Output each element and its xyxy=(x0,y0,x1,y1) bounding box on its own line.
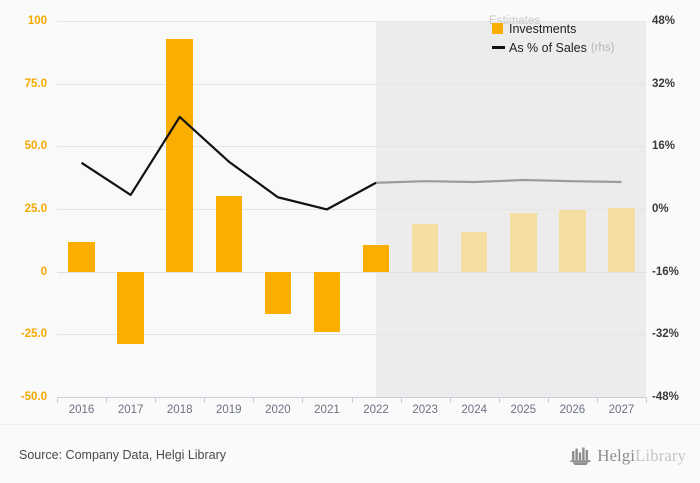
bar-2016[interactable] xyxy=(68,241,95,272)
x-axis-tick xyxy=(106,397,108,403)
x-axis-tick-label: 2022 xyxy=(363,404,389,416)
legend-line-icon xyxy=(492,46,505,49)
source-note: Source: Company Data, Helgi Library xyxy=(19,448,227,462)
bar-2019[interactable] xyxy=(215,196,243,272)
bar-2023[interactable] xyxy=(411,224,439,272)
brand-text-library: Library xyxy=(635,446,686,465)
bar-2017[interactable] xyxy=(117,271,144,345)
gridline xyxy=(57,21,646,22)
x-axis-tick xyxy=(302,397,304,403)
y-axis-right-tick-label: -48% xyxy=(652,391,679,403)
y-axis-right-tick-label: 48% xyxy=(652,15,676,27)
x-axis-tick xyxy=(57,397,58,403)
y-axis-left-tick-label: 100 xyxy=(27,15,47,27)
chart-legend: Investments As % of Sales (rhs) xyxy=(492,20,614,58)
y-axis-left-tick-label: -50.0 xyxy=(20,391,47,403)
line-segment-actual[interactable] xyxy=(80,115,377,211)
legend-sublabel-rhs: (rhs) xyxy=(590,41,615,54)
bar-2021[interactable] xyxy=(313,271,341,332)
bar-2027[interactable] xyxy=(608,207,635,272)
y-axis-left-tick-label: 75.0 xyxy=(24,77,47,90)
y-axis-right-tick-label: 16% xyxy=(652,140,676,153)
helgi-library-mark-icon xyxy=(570,447,591,465)
x-axis-tick xyxy=(449,397,451,403)
x-axis-tick xyxy=(646,397,647,403)
x-axis-tick-label: 2023 xyxy=(412,404,438,416)
line-segment-estimate[interactable] xyxy=(376,178,622,184)
gridline xyxy=(57,271,646,273)
x-axis-tick-label: 2025 xyxy=(510,404,537,416)
legend-label-as-pct-of-sales: As % of Sales xyxy=(509,40,587,55)
y-axis-right-tick-label: 32% xyxy=(652,77,676,90)
x-axis-tick xyxy=(351,397,353,403)
y-axis-left-tick-label: 25.0 xyxy=(24,203,47,215)
x-axis-tick xyxy=(204,397,206,403)
gridline xyxy=(57,83,646,85)
x-axis-tick xyxy=(596,397,598,403)
bar-2025[interactable] xyxy=(510,212,537,272)
y-axis-left-tick-label: 0 xyxy=(40,265,47,278)
legend-swatch-icon xyxy=(492,23,503,34)
gridline xyxy=(57,146,646,148)
x-axis-tick-label: 2016 xyxy=(68,404,95,416)
x-axis-tick-label: 2021 xyxy=(314,404,340,416)
brand-text-helgi: Helgi xyxy=(597,446,636,465)
line-series-layer xyxy=(80,115,622,211)
y-axis-right-tick-label: -32% xyxy=(652,328,679,341)
gridline xyxy=(57,334,646,336)
bar-2020[interactable] xyxy=(264,271,292,315)
x-axis-tick xyxy=(155,397,157,403)
plot-area xyxy=(57,21,646,398)
x-axis-tick-label: 2024 xyxy=(461,404,487,416)
y-axis-right-tick-label: 0% xyxy=(652,203,669,215)
x-axis-tick-label: 2018 xyxy=(166,404,193,416)
x-axis-tick xyxy=(253,397,255,403)
bar-2018[interactable] xyxy=(166,38,193,272)
gridline xyxy=(57,209,646,210)
x-axis-tick-label: 2026 xyxy=(559,404,586,416)
x-axis-tick xyxy=(547,397,549,403)
x-axis-tick-label: 2017 xyxy=(117,404,144,416)
x-axis-tick-label: 2019 xyxy=(215,404,242,416)
y-axis-right-tick-label: -16% xyxy=(652,265,679,278)
y-axis-left-tick-label: -25.0 xyxy=(20,328,47,341)
x-axis-tick xyxy=(498,397,500,403)
legend-label-investments: Investments xyxy=(509,21,577,36)
footer-divider xyxy=(0,424,700,425)
y-axis-left-tick-label: 50.0 xyxy=(24,140,47,153)
legend-item-investments[interactable]: Investments xyxy=(492,20,614,37)
x-axis-tick-label: 2020 xyxy=(265,404,291,416)
legend-item-as-pct-of-sales[interactable]: As % of Sales (rhs) xyxy=(492,39,614,56)
brand-logo[interactable]: Helgi Library xyxy=(570,446,686,466)
x-axis-tick-label: 2027 xyxy=(608,404,635,416)
bar-2024[interactable] xyxy=(460,231,488,272)
bar-2026[interactable] xyxy=(559,210,586,272)
x-axis-tick xyxy=(400,397,402,403)
bar-2022[interactable] xyxy=(362,245,390,272)
